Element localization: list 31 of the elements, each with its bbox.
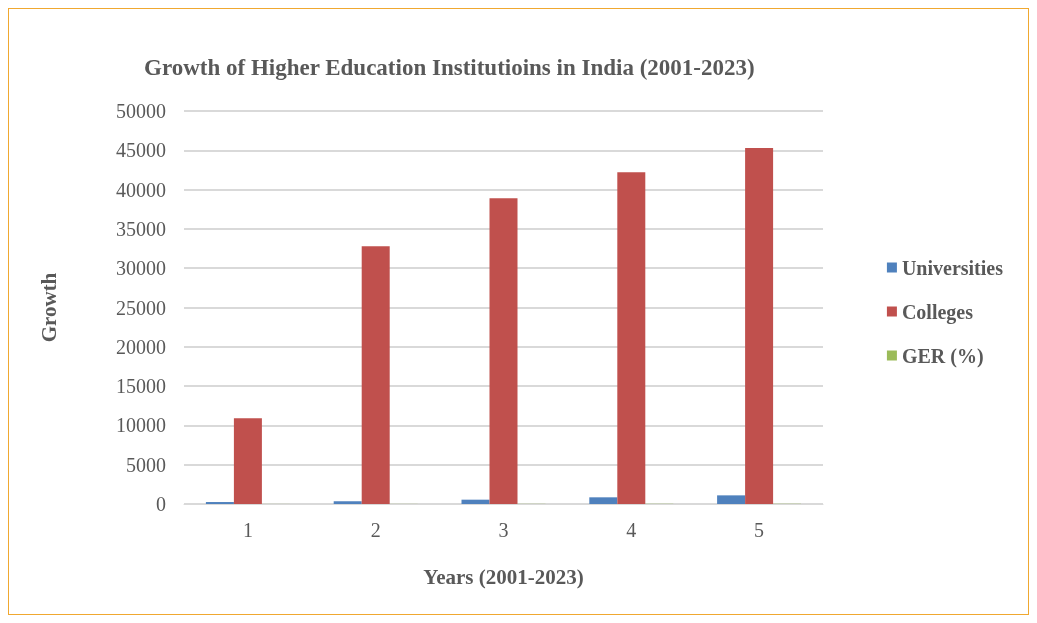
x-tick-label: 3 <box>498 519 509 541</box>
y-tick-label: 25000 <box>116 296 166 319</box>
bar <box>333 501 362 504</box>
x-tick-label: 5 <box>754 519 765 541</box>
bar <box>617 172 646 504</box>
legend-label: GER (%) <box>901 344 984 368</box>
y-tick-label: 5000 <box>126 453 166 476</box>
bar <box>745 147 774 504</box>
y-tick-label: 50000 <box>116 100 166 122</box>
y-tick-label: 30000 <box>116 257 166 280</box>
legend-label: Colleges <box>901 300 974 324</box>
bar <box>461 499 490 504</box>
y-tick-label: 40000 <box>116 178 166 201</box>
y-tick-label: 10000 <box>116 414 166 437</box>
y-axis-title: Growth <box>36 272 61 343</box>
bar <box>589 497 618 504</box>
y-tick-label: 15000 <box>116 375 166 398</box>
y-tick-label: 0 <box>156 493 166 515</box>
x-tick-label: 2 <box>370 519 381 541</box>
x-tick-label: 4 <box>626 519 637 541</box>
y-tick-label: 35000 <box>116 217 166 240</box>
y-tick-label: 20000 <box>116 335 166 358</box>
x-axis-title: Years (2001-2023) <box>423 564 584 589</box>
bar <box>233 418 262 504</box>
x-tick-label: 1 <box>242 519 253 541</box>
chart-title: Growth of Higher Education Institutioins in India (2001-2023) <box>144 55 755 80</box>
y-tick-label: 45000 <box>116 139 166 162</box>
legend-label: Universities <box>901 256 1004 279</box>
bar <box>489 198 518 504</box>
bar <box>361 246 390 504</box>
bar <box>717 495 746 504</box>
